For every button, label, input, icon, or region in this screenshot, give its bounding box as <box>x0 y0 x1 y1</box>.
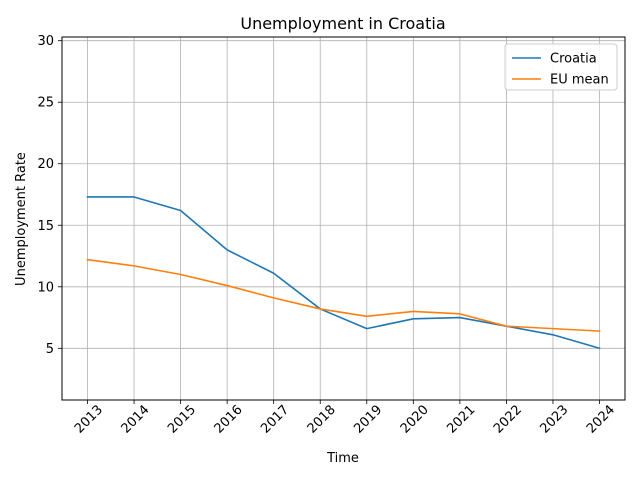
x-tick-label: 2017 <box>258 403 292 437</box>
x-tick-label: 2019 <box>351 403 385 437</box>
y-tick-label: 30 <box>37 34 54 49</box>
x-tick-label: 2015 <box>165 403 199 437</box>
y-axis-label: Unemployment Rate <box>14 152 29 286</box>
chart-title: Unemployment in Croatia <box>240 14 445 33</box>
legend-label: EU mean <box>550 73 609 88</box>
y-tick-label: 20 <box>37 157 54 172</box>
legend: Croatia EU mean <box>504 43 618 91</box>
x-tick-label: 2020 <box>398 403 432 437</box>
x-tick-label: 2021 <box>444 403 478 437</box>
series-line-croatia <box>86 196 601 350</box>
x-tick-label: 2024 <box>584 403 618 437</box>
y-tick-label: 15 <box>37 219 54 234</box>
series-line-eu-mean <box>86 258 601 332</box>
y-tick-label: 5 <box>46 342 54 357</box>
x-tick-label: 2023 <box>537 403 571 437</box>
x-axis-label: Time <box>326 451 359 466</box>
y-tick-label: 10 <box>37 280 54 295</box>
series-layer <box>86 196 601 350</box>
legend-label: Croatia <box>550 52 597 67</box>
x-tick-label: 2014 <box>119 403 153 437</box>
plot-frame <box>61 36 626 401</box>
grid <box>62 37 625 400</box>
x-tick-label: 2013 <box>72 403 106 437</box>
x-tick-label: 2018 <box>305 403 339 437</box>
x-tick-label: 2022 <box>491 403 525 437</box>
x-tick-label: 2016 <box>212 403 246 437</box>
x-axis: 2013 2014 2015 2016 2017 2018 2019 2020 2021 2022… <box>72 400 618 437</box>
y-tick-label: 25 <box>37 96 54 111</box>
y-axis: 5 10 15 20 25 30 <box>37 34 62 357</box>
